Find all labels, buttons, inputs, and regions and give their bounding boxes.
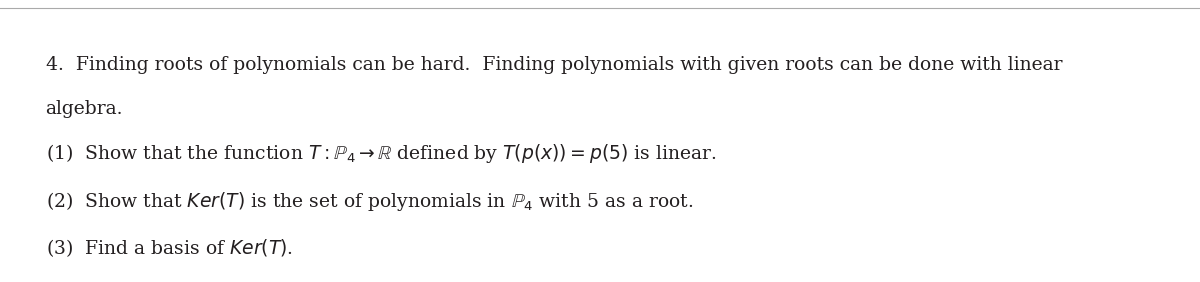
Text: algebra.: algebra. [46, 100, 124, 118]
Text: 4.  Finding roots of polynomials can be hard.  Finding polynomials with given ro: 4. Finding roots of polynomials can be h… [46, 56, 1062, 74]
Text: (3)  Find a basis of $\mathit{Ker}(T)$.: (3) Find a basis of $\mathit{Ker}(T)$. [46, 237, 293, 259]
Text: (2)  Show that $\mathit{Ker}(T)$ is the set of polynomials in $\mathbb{P}_4$ wit: (2) Show that $\mathit{Ker}(T)$ is the s… [46, 190, 692, 213]
Text: (1)  Show that the function $T : \mathbb{P}_4 \to \mathbb{R}$ defined by $T(p(x): (1) Show that the function $T : \mathbb{… [46, 142, 716, 166]
